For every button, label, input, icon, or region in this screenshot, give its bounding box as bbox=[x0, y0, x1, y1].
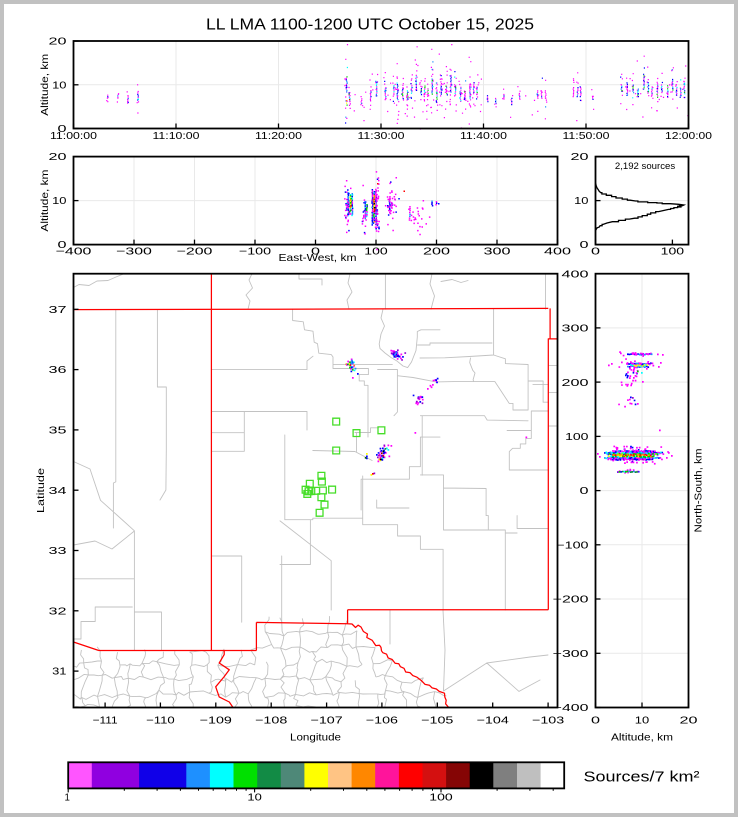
svg-text:200: 200 bbox=[562, 378, 589, 389]
svg-text:100: 100 bbox=[429, 793, 453, 804]
svg-text:300: 300 bbox=[484, 247, 511, 258]
svg-text:11:40:00: 11:40:00 bbox=[460, 131, 507, 142]
svg-text:32: 32 bbox=[49, 606, 67, 617]
svg-text:200: 200 bbox=[423, 247, 450, 258]
svg-text:−108: −108 bbox=[255, 716, 288, 727]
svg-text:10: 10 bbox=[52, 80, 67, 91]
svg-text:10: 10 bbox=[52, 196, 67, 207]
svg-text:20: 20 bbox=[49, 152, 67, 163]
svg-text:−105: −105 bbox=[421, 716, 454, 727]
svg-text:−109: −109 bbox=[200, 716, 233, 727]
svg-text:−100: −100 bbox=[556, 540, 589, 551]
svg-text:Longitude: Longitude bbox=[290, 732, 341, 744]
svg-text:11:30:00: 11:30:00 bbox=[358, 131, 405, 142]
svg-text:34: 34 bbox=[49, 486, 67, 497]
svg-text:0: 0 bbox=[591, 716, 600, 727]
svg-text:−200: −200 bbox=[177, 247, 213, 258]
svg-text:−111: −111 bbox=[93, 716, 118, 727]
svg-text:20: 20 bbox=[680, 716, 698, 727]
svg-text:36: 36 bbox=[49, 365, 67, 376]
svg-text:11:00:00: 11:00:00 bbox=[50, 131, 97, 142]
svg-text:31: 31 bbox=[52, 667, 67, 678]
svg-text:11:10:00: 11:10:00 bbox=[153, 131, 200, 142]
svg-text:400: 400 bbox=[544, 247, 571, 258]
svg-text:100: 100 bbox=[364, 247, 388, 258]
svg-text:East-West, km: East-West, km bbox=[279, 252, 357, 264]
svg-text:0: 0 bbox=[580, 486, 589, 497]
svg-text:20: 20 bbox=[571, 152, 589, 163]
svg-text:0: 0 bbox=[58, 124, 67, 135]
svg-text:−107: −107 bbox=[311, 716, 344, 727]
svg-text:−100: −100 bbox=[239, 247, 272, 258]
svg-text:0: 0 bbox=[591, 247, 600, 258]
svg-text:North-South, km: North-South, km bbox=[694, 449, 705, 533]
svg-text:35: 35 bbox=[49, 426, 67, 437]
svg-text:0: 0 bbox=[58, 240, 67, 251]
svg-text:0: 0 bbox=[580, 240, 589, 251]
svg-text:LL LMA 1100-1200 UTC October 1: LL LMA 1100-1200 UTC October 15, 2025 bbox=[206, 17, 534, 34]
svg-text:11:50:00: 11:50:00 bbox=[563, 131, 610, 142]
svg-text:10: 10 bbox=[635, 716, 650, 727]
svg-text:−400: −400 bbox=[56, 247, 92, 258]
svg-text:1: 1 bbox=[65, 793, 71, 804]
svg-text:−106: −106 bbox=[366, 716, 399, 727]
svg-text:100: 100 bbox=[565, 432, 589, 443]
svg-text:12:00:00: 12:00:00 bbox=[665, 131, 712, 142]
svg-text:10: 10 bbox=[574, 196, 589, 207]
svg-text:−110: −110 bbox=[146, 716, 175, 727]
svg-text:−104: −104 bbox=[477, 716, 510, 727]
svg-text:−300: −300 bbox=[116, 247, 152, 258]
svg-text:Altitude, km: Altitude, km bbox=[611, 732, 673, 744]
svg-text:−103: −103 bbox=[532, 716, 565, 727]
svg-text:10: 10 bbox=[247, 793, 262, 804]
svg-text:Latitude: Latitude bbox=[35, 468, 47, 513]
svg-text:Sources/7 km²: Sources/7 km² bbox=[584, 769, 700, 786]
svg-text:100: 100 bbox=[661, 247, 685, 258]
svg-text:−200: −200 bbox=[553, 595, 589, 606]
svg-text:300: 300 bbox=[562, 324, 589, 335]
svg-text:400: 400 bbox=[562, 269, 589, 280]
svg-text:37: 37 bbox=[49, 305, 67, 316]
svg-text:−400: −400 bbox=[553, 703, 589, 714]
svg-text:0: 0 bbox=[311, 247, 320, 258]
svg-text:Altitude, km: Altitude, km bbox=[39, 54, 51, 116]
svg-text:Altitude, km: Altitude, km bbox=[39, 169, 51, 231]
svg-text:−300: −300 bbox=[553, 649, 589, 660]
svg-text:20: 20 bbox=[49, 37, 67, 48]
svg-text:2,192 sources: 2,192 sources bbox=[615, 161, 675, 172]
svg-text:11:20:00: 11:20:00 bbox=[255, 131, 302, 142]
svg-text:33: 33 bbox=[49, 546, 67, 557]
